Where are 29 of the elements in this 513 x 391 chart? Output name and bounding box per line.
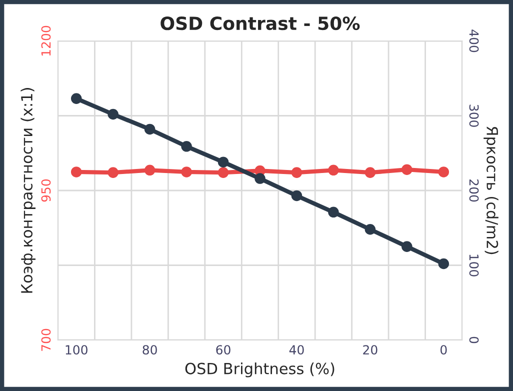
point	[144, 124, 156, 135]
point	[181, 141, 192, 152]
point	[438, 258, 450, 270]
x-tick-label: 20	[363, 345, 378, 355]
point	[108, 108, 118, 120]
x-axis-title: OSD Brightness (%)	[185, 362, 334, 378]
y2-tick-label: 100	[469, 254, 479, 276]
point	[70, 93, 82, 104]
point	[402, 241, 412, 252]
y2-tick-label: 0	[469, 336, 479, 344]
x-tick-label: 40	[289, 345, 304, 355]
x-tick-label: 60	[216, 345, 230, 355]
y-tick-label: 950	[41, 179, 51, 202]
point	[291, 190, 302, 202]
x-tick-label: 80	[142, 345, 157, 355]
x-tick-label: 0	[440, 345, 447, 355]
y2-tick-label: 200	[469, 179, 479, 202]
y2-axis-title: Яркость (cd/m2)	[484, 126, 498, 254]
point	[254, 173, 266, 184]
y2-tick-label: 300	[469, 104, 479, 127]
point	[328, 206, 339, 218]
y-tick-label: 1200	[41, 26, 51, 56]
chart-title: OSD Contrast - 50%	[160, 16, 360, 30]
point	[364, 224, 376, 235]
y2-tick-label: 400	[469, 30, 479, 52]
point	[218, 156, 229, 168]
y-axis-title: Коэф.контрастности (x:1)	[20, 88, 36, 293]
x-tick-label: 100	[66, 345, 88, 355]
y-tick-label: 700	[41, 328, 51, 351]
